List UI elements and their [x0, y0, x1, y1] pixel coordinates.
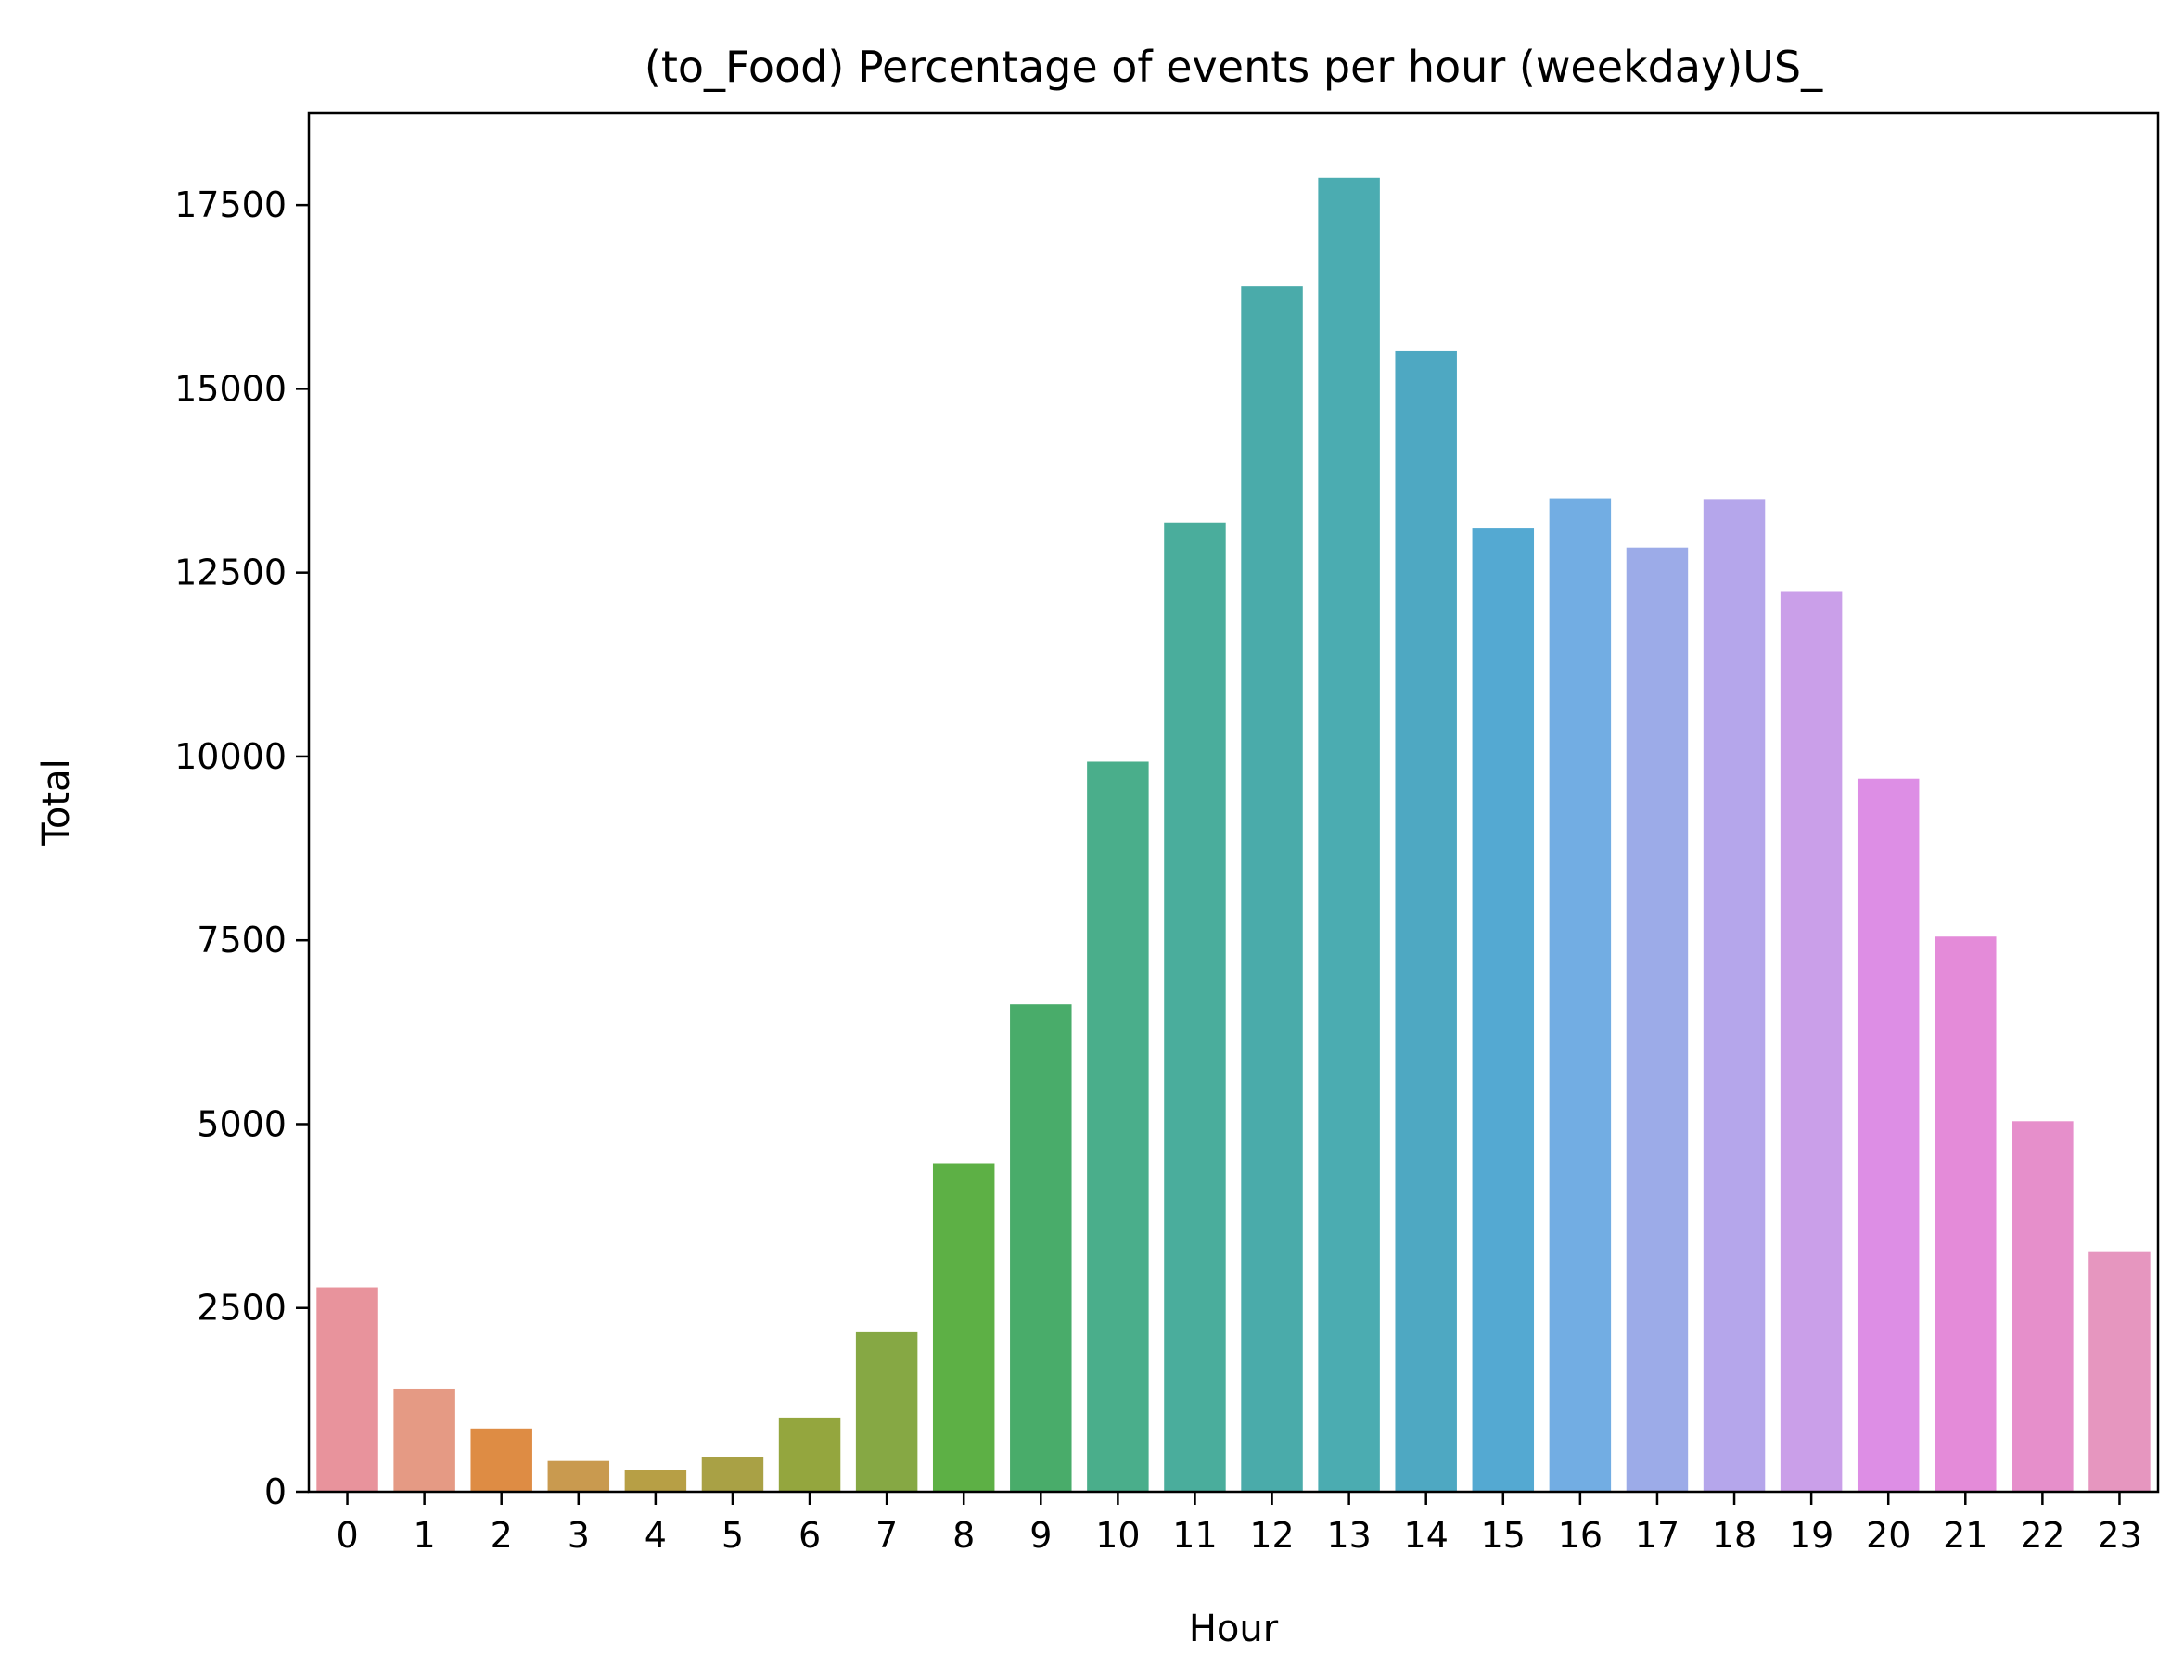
y-axis-label: Total	[35, 758, 78, 846]
y-tick-label: 2500	[197, 1288, 287, 1329]
x-tick-label: 1	[414, 1515, 436, 1556]
y-tick-label: 15000	[174, 368, 287, 409]
bar-hour-15	[1472, 528, 1535, 1492]
x-tick-label: 15	[1481, 1515, 1526, 1556]
x-tick-label: 17	[1635, 1515, 1680, 1556]
x-tick-label: 14	[1404, 1515, 1449, 1556]
x-tick-label: 6	[798, 1515, 821, 1556]
y-tick-label: 7500	[197, 920, 287, 961]
bar-hour-22	[2012, 1121, 2074, 1492]
x-tick-label: 11	[1172, 1515, 1217, 1556]
x-tick-label: 12	[1249, 1515, 1294, 1556]
x-tick-label: 7	[875, 1515, 898, 1556]
y-axis: 0 2500 5000 7500 10000 12500 15000 17500	[174, 185, 309, 1512]
y-tick-label: 0	[264, 1471, 287, 1512]
bar-hour-20	[1857, 778, 1920, 1492]
bar-hour-14	[1395, 350, 1457, 1493]
bar-hour-16	[1549, 498, 1612, 1492]
bar-hour-13	[1318, 177, 1380, 1492]
x-tick-label: 22	[2020, 1515, 2064, 1556]
bar-hour-17	[1626, 547, 1689, 1492]
bar-hour-3	[547, 1460, 610, 1492]
bar-hour-7	[855, 1331, 918, 1492]
bar-hour-23	[2088, 1251, 2151, 1492]
bar-hour-19	[1780, 591, 1843, 1492]
bar-hour-18	[1703, 499, 1766, 1492]
x-tick-label: 21	[1943, 1515, 1987, 1556]
chart-title: (to_Food) Percentage of events per hour …	[645, 42, 1823, 92]
bar-hour-6	[778, 1417, 841, 1492]
bar-hour-0	[316, 1287, 378, 1492]
x-axis-label: Hour	[1189, 1608, 1279, 1650]
bar-hour-12	[1241, 286, 1303, 1492]
x-tick-label: 23	[2097, 1515, 2141, 1556]
x-tick-label: 8	[952, 1515, 975, 1556]
bar-hour-10	[1087, 761, 1149, 1492]
x-tick-label: 19	[1789, 1515, 1833, 1556]
bar-hour-5	[701, 1457, 764, 1492]
x-tick-label: 2	[491, 1515, 513, 1556]
x-tick-label: 4	[645, 1515, 667, 1556]
bar-hour-4	[624, 1470, 687, 1492]
bar-hour-8	[932, 1163, 995, 1492]
x-tick-label: 18	[1712, 1515, 1756, 1556]
bar-hour-21	[1935, 936, 1997, 1492]
bars-group	[316, 177, 2151, 1493]
x-tick-label: 10	[1095, 1515, 1140, 1556]
y-tick-label: 10000	[174, 736, 287, 777]
plot-frame	[307, 111, 2160, 1494]
x-tick-label: 0	[336, 1515, 358, 1556]
y-tick-label: 12500	[174, 553, 287, 593]
x-tick-label: 20	[1866, 1515, 1910, 1556]
x-tick-label: 9	[1029, 1515, 1052, 1556]
x-axis: 0 1 2 3 4 5 6 7 8 9 10 11 12 13 14 15 16 17 18 19 20 21 22 23	[336, 1492, 2142, 1556]
bar-hour-9	[1010, 1004, 1072, 1492]
bar-hour-11	[1164, 522, 1226, 1492]
x-tick-label: 5	[722, 1515, 744, 1556]
y-tick-label: 17500	[174, 185, 287, 225]
bar-hour-1	[393, 1388, 455, 1492]
x-tick-label: 13	[1326, 1515, 1371, 1556]
x-tick-label: 3	[568, 1515, 590, 1556]
x-tick-label: 16	[1558, 1515, 1603, 1556]
y-tick-label: 5000	[197, 1103, 287, 1144]
bar-hour-2	[470, 1428, 532, 1492]
